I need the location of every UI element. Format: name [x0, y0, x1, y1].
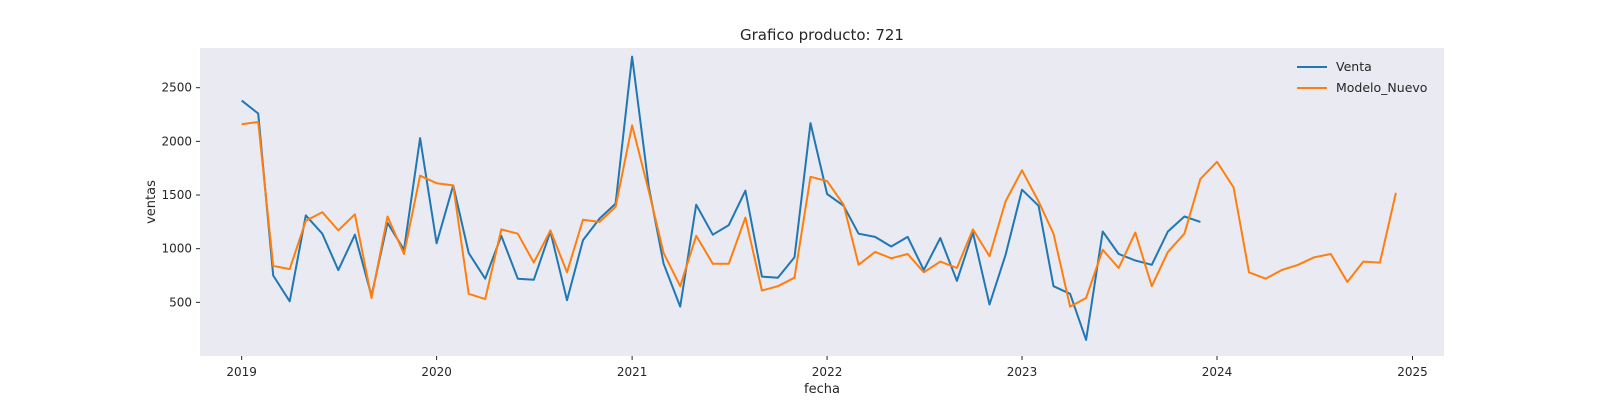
legend: Venta Modelo_Nuevo: [1297, 59, 1427, 95]
y-tick-label: 2000: [161, 134, 192, 148]
chart-title: Grafico producto: 721: [740, 26, 904, 44]
y-tick-label: 1000: [161, 242, 192, 256]
y-axis-ticks: 500 1000 1500 2000 2500: [161, 81, 200, 309]
legend-label-venta: Venta: [1336, 59, 1372, 74]
x-tick-label: 2025: [1397, 365, 1428, 379]
x-tick-label: 2020: [421, 365, 452, 379]
x-tick-label: 2024: [1202, 365, 1233, 379]
series-layer: [241, 55, 1397, 341]
x-tick-label: 2019: [226, 365, 257, 379]
x-axis-ticks: 2019 2020 2021 2022 2023 2024 2025: [226, 356, 1428, 379]
y-tick-label: 1500: [161, 188, 192, 202]
x-axis-label: fecha: [804, 382, 840, 397]
x-tick-label: 2021: [617, 365, 648, 379]
x-tick-label: 2022: [812, 365, 843, 379]
legend-label-modelo-nuevo: Modelo_Nuevo: [1336, 80, 1427, 95]
x-tick-label: 2023: [1007, 365, 1038, 379]
y-tick-label: 500: [169, 295, 192, 309]
y-tick-label: 2500: [161, 81, 192, 95]
series-line-modelo-nuevo: [241, 121, 1397, 308]
plot-area: [200, 48, 1444, 356]
y-axis-label: ventas: [144, 180, 159, 224]
